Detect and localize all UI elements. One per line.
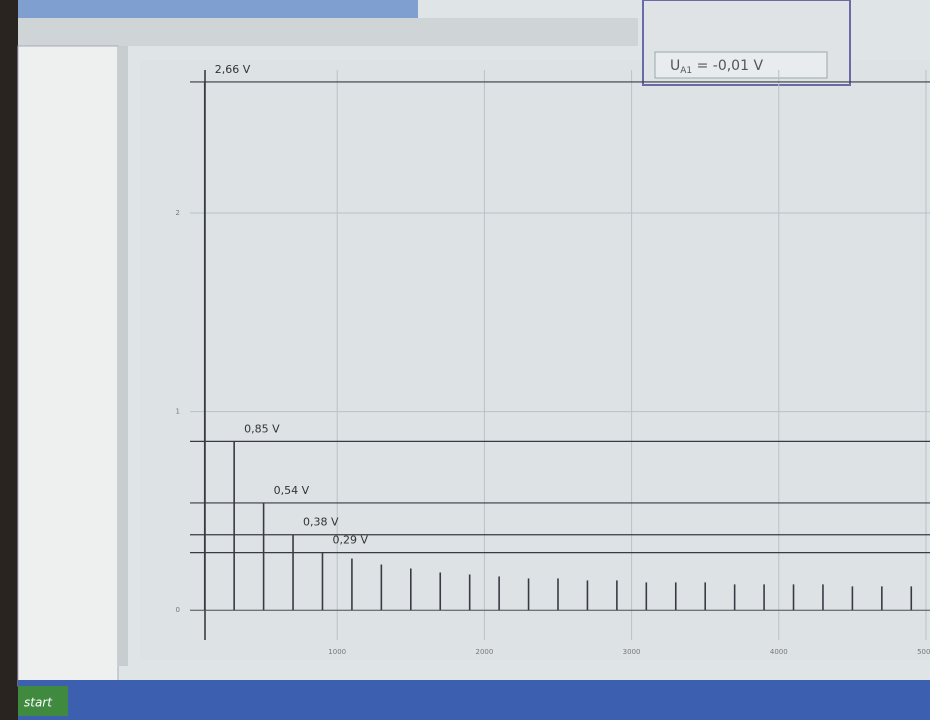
taskbar: [18, 680, 930, 720]
x-tick-label: 3000: [623, 648, 641, 656]
value-label: 0,29 V: [332, 534, 368, 547]
x-tick-label: 5000: [917, 648, 930, 656]
page: start UA1 = -0,01 V 0 1 2 1000 2000 3000 4000 5…: [0, 0, 930, 720]
value-label: 2,66 V: [215, 63, 251, 76]
readout-symbol: U: [670, 58, 680, 74]
value-label: 0,38 V: [303, 516, 339, 529]
title-bar: [18, 0, 418, 18]
y-tick-label: 2: [176, 209, 180, 217]
toolbar: [18, 18, 638, 46]
x-tick-label: 1000: [328, 648, 346, 656]
table-panel: [18, 46, 118, 686]
readout-subscript: A1: [680, 66, 692, 76]
value-label: 0,54 V: [274, 484, 310, 497]
y-tick-label: 0: [176, 606, 180, 614]
readout-text: = -0,01 V: [692, 58, 763, 74]
x-tick-label: 2000: [475, 648, 493, 656]
plot-panel: [140, 60, 930, 660]
x-tick-label: 4000: [770, 648, 788, 656]
y-tick-label: 1: [176, 408, 180, 416]
value-label: 0,85 V: [244, 422, 280, 435]
chart: start UA1 = -0,01 V 0 1 2 1000 2000 3000 4000 5…: [0, 0, 930, 720]
scrollbar: [118, 46, 128, 666]
start-label: start: [24, 696, 53, 710]
